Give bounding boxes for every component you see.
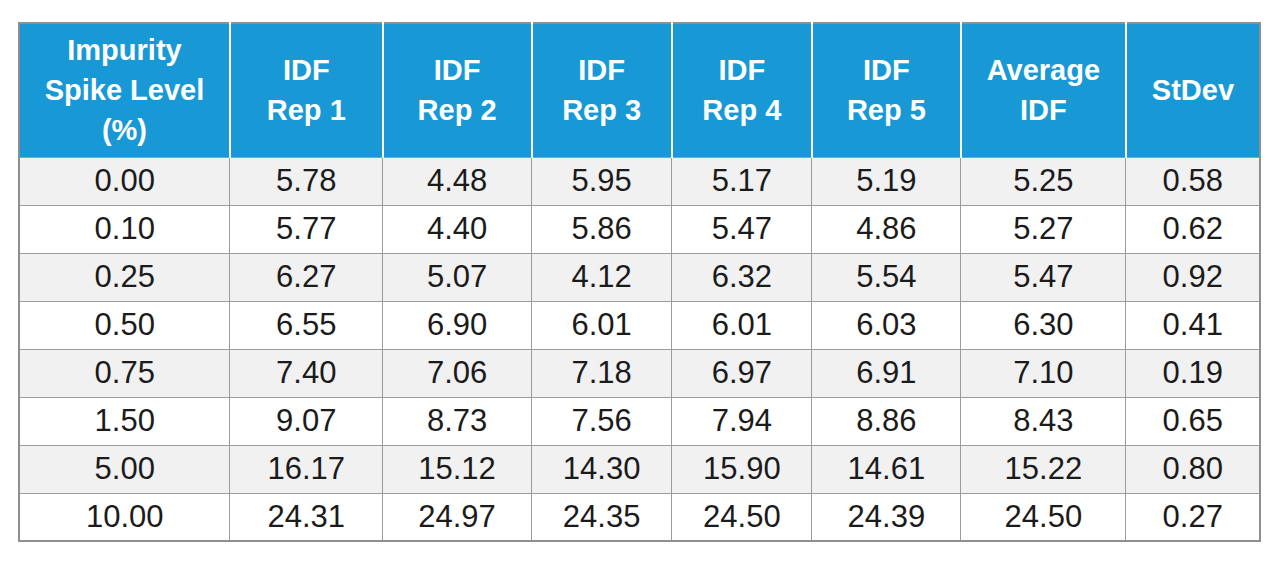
table-cell-idf-rep-5: 5.19 [812, 157, 961, 205]
table-cell-idf-rep-5: 6.03 [812, 301, 961, 349]
table-cell-average-idf: 5.47 [961, 253, 1126, 301]
column-header-average-idf: Average IDF [961, 23, 1126, 157]
table-cell-idf-rep-5: 24.39 [812, 493, 961, 541]
table-cell-impurity-spike-level: 10.00 [19, 493, 230, 541]
table-cell-idf-rep-3: 5.95 [532, 157, 672, 205]
table-cell-impurity-spike-level: 0.25 [19, 253, 230, 301]
table-cell-average-idf: 5.27 [961, 205, 1126, 253]
table-cell-average-idf: 6.30 [961, 301, 1126, 349]
column-header-stdev: StDev [1126, 23, 1260, 157]
table-cell-idf-rep-2: 15.12 [383, 445, 532, 493]
table-row: 0.105.774.405.865.474.865.270.62 [19, 205, 1260, 253]
table-row: 0.005.784.485.955.175.195.250.58 [19, 157, 1260, 205]
table-cell-idf-rep-3: 5.86 [532, 205, 672, 253]
table-cell-idf-rep-1: 16.17 [230, 445, 383, 493]
column-header-idf-rep-5: IDF Rep 5 [812, 23, 961, 157]
table-cell-idf-rep-5: 4.86 [812, 205, 961, 253]
table-cell-average-idf: 5.25 [961, 157, 1126, 205]
table-cell-impurity-spike-level: 0.10 [19, 205, 230, 253]
table-cell-idf-rep-3: 6.01 [532, 301, 672, 349]
table-cell-idf-rep-5: 14.61 [812, 445, 961, 493]
table-cell-stdev: 0.62 [1126, 205, 1260, 253]
table-cell-average-idf: 24.50 [961, 493, 1126, 541]
table-cell-idf-rep-3: 4.12 [532, 253, 672, 301]
table-cell-idf-rep-2: 8.73 [383, 397, 532, 445]
idf-results-table-container: Impurity Spike Level (%)IDF Rep 1IDF Rep… [18, 22, 1261, 542]
table-cell-idf-rep-1: 5.77 [230, 205, 383, 253]
column-header-impurity-spike-level: Impurity Spike Level (%) [19, 23, 230, 157]
table-cell-idf-rep-4: 5.47 [672, 205, 812, 253]
table-cell-idf-rep-1: 7.40 [230, 349, 383, 397]
table-cell-stdev: 0.41 [1126, 301, 1260, 349]
table-cell-impurity-spike-level: 0.50 [19, 301, 230, 349]
table-cell-idf-rep-4: 6.01 [672, 301, 812, 349]
table-cell-idf-rep-4: 7.94 [672, 397, 812, 445]
table-row: 5.0016.1715.1214.3015.9014.6115.220.80 [19, 445, 1260, 493]
table-cell-average-idf: 8.43 [961, 397, 1126, 445]
table-cell-idf-rep-2: 7.06 [383, 349, 532, 397]
column-header-idf-rep-4: IDF Rep 4 [672, 23, 812, 157]
table-cell-idf-rep-1: 5.78 [230, 157, 383, 205]
column-header-idf-rep-1: IDF Rep 1 [230, 23, 383, 157]
table-cell-idf-rep-2: 4.40 [383, 205, 532, 253]
table-cell-idf-rep-1: 24.31 [230, 493, 383, 541]
table-cell-stdev: 0.19 [1126, 349, 1260, 397]
table-row: 0.757.407.067.186.976.917.100.19 [19, 349, 1260, 397]
table-cell-stdev: 0.80 [1126, 445, 1260, 493]
table-cell-idf-rep-5: 6.91 [812, 349, 961, 397]
table-cell-idf-rep-2: 4.48 [383, 157, 532, 205]
table-cell-idf-rep-4: 5.17 [672, 157, 812, 205]
table-cell-stdev: 0.27 [1126, 493, 1260, 541]
column-header-idf-rep-2: IDF Rep 2 [383, 23, 532, 157]
table-cell-idf-rep-4: 6.32 [672, 253, 812, 301]
table-cell-average-idf: 7.10 [961, 349, 1126, 397]
table-cell-idf-rep-2: 5.07 [383, 253, 532, 301]
table-cell-stdev: 0.92 [1126, 253, 1260, 301]
table-cell-average-idf: 15.22 [961, 445, 1126, 493]
table-row: 1.509.078.737.567.948.868.430.65 [19, 397, 1260, 445]
table-cell-idf-rep-1: 6.27 [230, 253, 383, 301]
table-cell-idf-rep-1: 9.07 [230, 397, 383, 445]
table-cell-idf-rep-2: 6.90 [383, 301, 532, 349]
table-cell-impurity-spike-level: 0.75 [19, 349, 230, 397]
table-cell-impurity-spike-level: 1.50 [19, 397, 230, 445]
table-cell-idf-rep-2: 24.97 [383, 493, 532, 541]
header-row: Impurity Spike Level (%)IDF Rep 1IDF Rep… [19, 23, 1260, 157]
table-cell-idf-rep-3: 14.30 [532, 445, 672, 493]
table-cell-idf-rep-1: 6.55 [230, 301, 383, 349]
table-cell-stdev: 0.58 [1126, 157, 1260, 205]
table-body: 0.005.784.485.955.175.195.250.580.105.77… [19, 157, 1260, 541]
table-cell-idf-rep-3: 24.35 [532, 493, 672, 541]
table-row: 10.0024.3124.9724.3524.5024.3924.500.27 [19, 493, 1260, 541]
table-cell-stdev: 0.65 [1126, 397, 1260, 445]
table-cell-idf-rep-4: 24.50 [672, 493, 812, 541]
table-cell-impurity-spike-level: 0.00 [19, 157, 230, 205]
table-cell-idf-rep-4: 15.90 [672, 445, 812, 493]
idf-results-table: Impurity Spike Level (%)IDF Rep 1IDF Rep… [18, 22, 1261, 542]
table-cell-idf-rep-5: 8.86 [812, 397, 961, 445]
table-row: 0.256.275.074.126.325.545.470.92 [19, 253, 1260, 301]
table-header: Impurity Spike Level (%)IDF Rep 1IDF Rep… [19, 23, 1260, 157]
column-header-idf-rep-3: IDF Rep 3 [532, 23, 672, 157]
table-cell-impurity-spike-level: 5.00 [19, 445, 230, 493]
table-cell-idf-rep-5: 5.54 [812, 253, 961, 301]
table-cell-idf-rep-3: 7.56 [532, 397, 672, 445]
table-cell-idf-rep-4: 6.97 [672, 349, 812, 397]
table-row: 0.506.556.906.016.016.036.300.41 [19, 301, 1260, 349]
table-cell-idf-rep-3: 7.18 [532, 349, 672, 397]
